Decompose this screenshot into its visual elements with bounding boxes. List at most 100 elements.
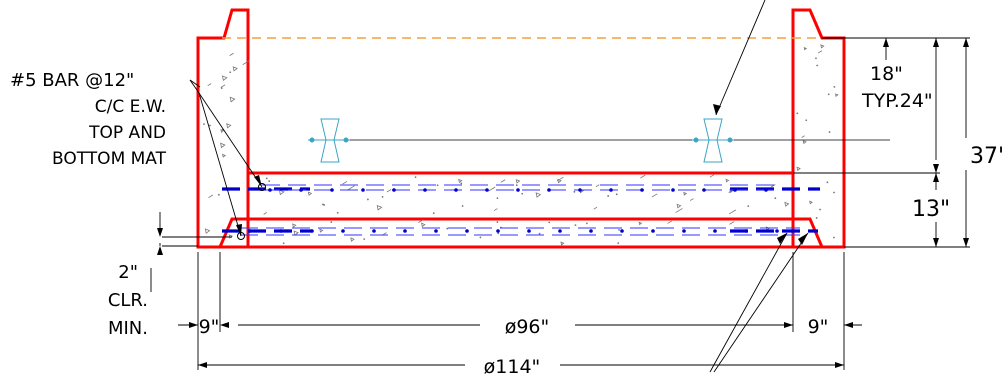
aggregate-stroke — [817, 50, 823, 54]
aggregate-stone — [809, 200, 813, 205]
aggregate-speck — [282, 242, 285, 245]
rebar-dot — [485, 188, 489, 192]
aggregate-speck — [460, 182, 463, 185]
aggregate-speck — [815, 57, 817, 60]
aggregate-stone — [307, 191, 313, 196]
aggregate-stroke — [263, 212, 267, 215]
aggregate-speck — [479, 236, 482, 239]
bottom-leader-a — [709, 232, 788, 373]
rebar-dot — [330, 188, 334, 192]
aggregate-stone — [229, 96, 236, 103]
aggregate-speck — [496, 221, 499, 223]
aggregate-stroke — [651, 193, 658, 198]
rebar-dot — [682, 229, 686, 233]
leader-arrows — [236, 104, 808, 245]
aggregate-stroke — [709, 174, 715, 178]
rebar-dot — [454, 188, 458, 192]
rebar-dot — [268, 188, 272, 192]
aggregate-stone — [293, 230, 299, 236]
aggregate-stroke — [220, 84, 226, 88]
rebar-dot — [651, 229, 655, 233]
aggregate-stone — [350, 237, 355, 242]
dim-right-wall: 9" — [808, 316, 829, 338]
aggregate-speck — [833, 85, 836, 88]
aggregate-stone — [278, 189, 285, 196]
leader-lines — [189, 0, 809, 373]
aggregate-speck — [366, 198, 369, 201]
aggregate-speck — [774, 197, 777, 200]
rebar-callout-line1: #5 BAR @12" — [10, 70, 134, 91]
aggregate-speck — [607, 195, 610, 197]
dim-outer-diameter: ø114" — [484, 356, 541, 375]
rebar-dot — [775, 229, 779, 233]
aggregate-speck — [381, 195, 384, 198]
aggregate-speck — [796, 112, 799, 115]
dim-typical: TYP.24" — [861, 90, 933, 112]
aggregate-stroke — [593, 206, 598, 210]
aggregate-speck — [521, 192, 524, 195]
aggregate-speck — [815, 217, 818, 219]
aggregate-stone — [803, 46, 808, 51]
dimension-arrows — [157, 38, 969, 368]
aggregate-stone — [292, 223, 297, 228]
rebar-dot — [361, 188, 365, 192]
aggregate-stroke — [595, 184, 600, 188]
aggregate-stone — [557, 178, 562, 184]
aggregate-speck — [573, 190, 576, 193]
aggregate-speck — [446, 227, 449, 230]
aggregate-speck — [805, 119, 808, 122]
dim-left-wall: 9" — [199, 316, 220, 338]
aggregate-stone — [725, 178, 730, 183]
aggregate-speck — [833, 191, 835, 194]
rebar-dot — [372, 229, 376, 233]
rebar-dot — [547, 188, 551, 192]
aggregate-stroke — [488, 186, 496, 192]
aggregate-stroke — [242, 60, 250, 65]
aggregate-speck — [432, 212, 435, 215]
aggregate-stone — [220, 128, 225, 133]
rebar-callout-line4: BOTTOM MAT — [52, 149, 167, 169]
aggregate-speck — [330, 221, 333, 223]
clearance-label-2: CLR. — [108, 290, 148, 311]
rebar-dot — [403, 229, 407, 233]
rebar-dot — [310, 229, 314, 233]
rebar-dot — [279, 229, 283, 233]
clearance-label-3: MIN. — [108, 318, 148, 339]
rebar-dot — [558, 229, 562, 233]
top-leader — [715, 0, 766, 116]
aggregate-stroke — [418, 219, 424, 223]
aggregate-stone — [319, 228, 324, 233]
aggregate-speck — [461, 205, 464, 207]
aggregate-stroke — [667, 220, 672, 224]
rebar-dot — [702, 188, 706, 192]
rebar-dot — [299, 188, 303, 192]
aggregate-stone — [458, 178, 463, 184]
aggregate-speck — [548, 221, 551, 224]
aggregate-speck — [209, 124, 211, 127]
aggregate-speck — [585, 222, 588, 225]
aggregate-stone — [835, 93, 839, 98]
rebar-dot — [248, 229, 252, 233]
rebar-callout-line3: TOP AND — [88, 123, 166, 143]
rebar-dot — [578, 188, 582, 192]
dim-slab-thickness: 13" — [912, 197, 950, 222]
aggregate-speck — [414, 176, 417, 179]
rebar-dot — [434, 229, 438, 233]
top-bar-marker — [258, 183, 266, 191]
aggregate-stone — [802, 140, 807, 145]
aggregate-stroke — [347, 185, 355, 191]
rebar-dot — [640, 188, 644, 192]
aggregate-stone — [820, 44, 825, 49]
aggregate-speck — [203, 123, 205, 126]
aggregate-speck — [574, 224, 577, 227]
aggregate-speck — [617, 242, 620, 245]
aggregate-speck — [538, 232, 541, 235]
annotations: #5 BAR @12" C/C E.W. TOP AND BOTTOM MAT … — [10, 63, 1003, 378]
aggregate-stone — [221, 75, 228, 81]
aggregate-stroke — [728, 209, 737, 215]
aggregate-speck — [828, 131, 831, 133]
aggregate-stroke — [386, 189, 392, 193]
aggregate-stroke — [229, 52, 234, 56]
aggregate-speck — [816, 64, 819, 67]
